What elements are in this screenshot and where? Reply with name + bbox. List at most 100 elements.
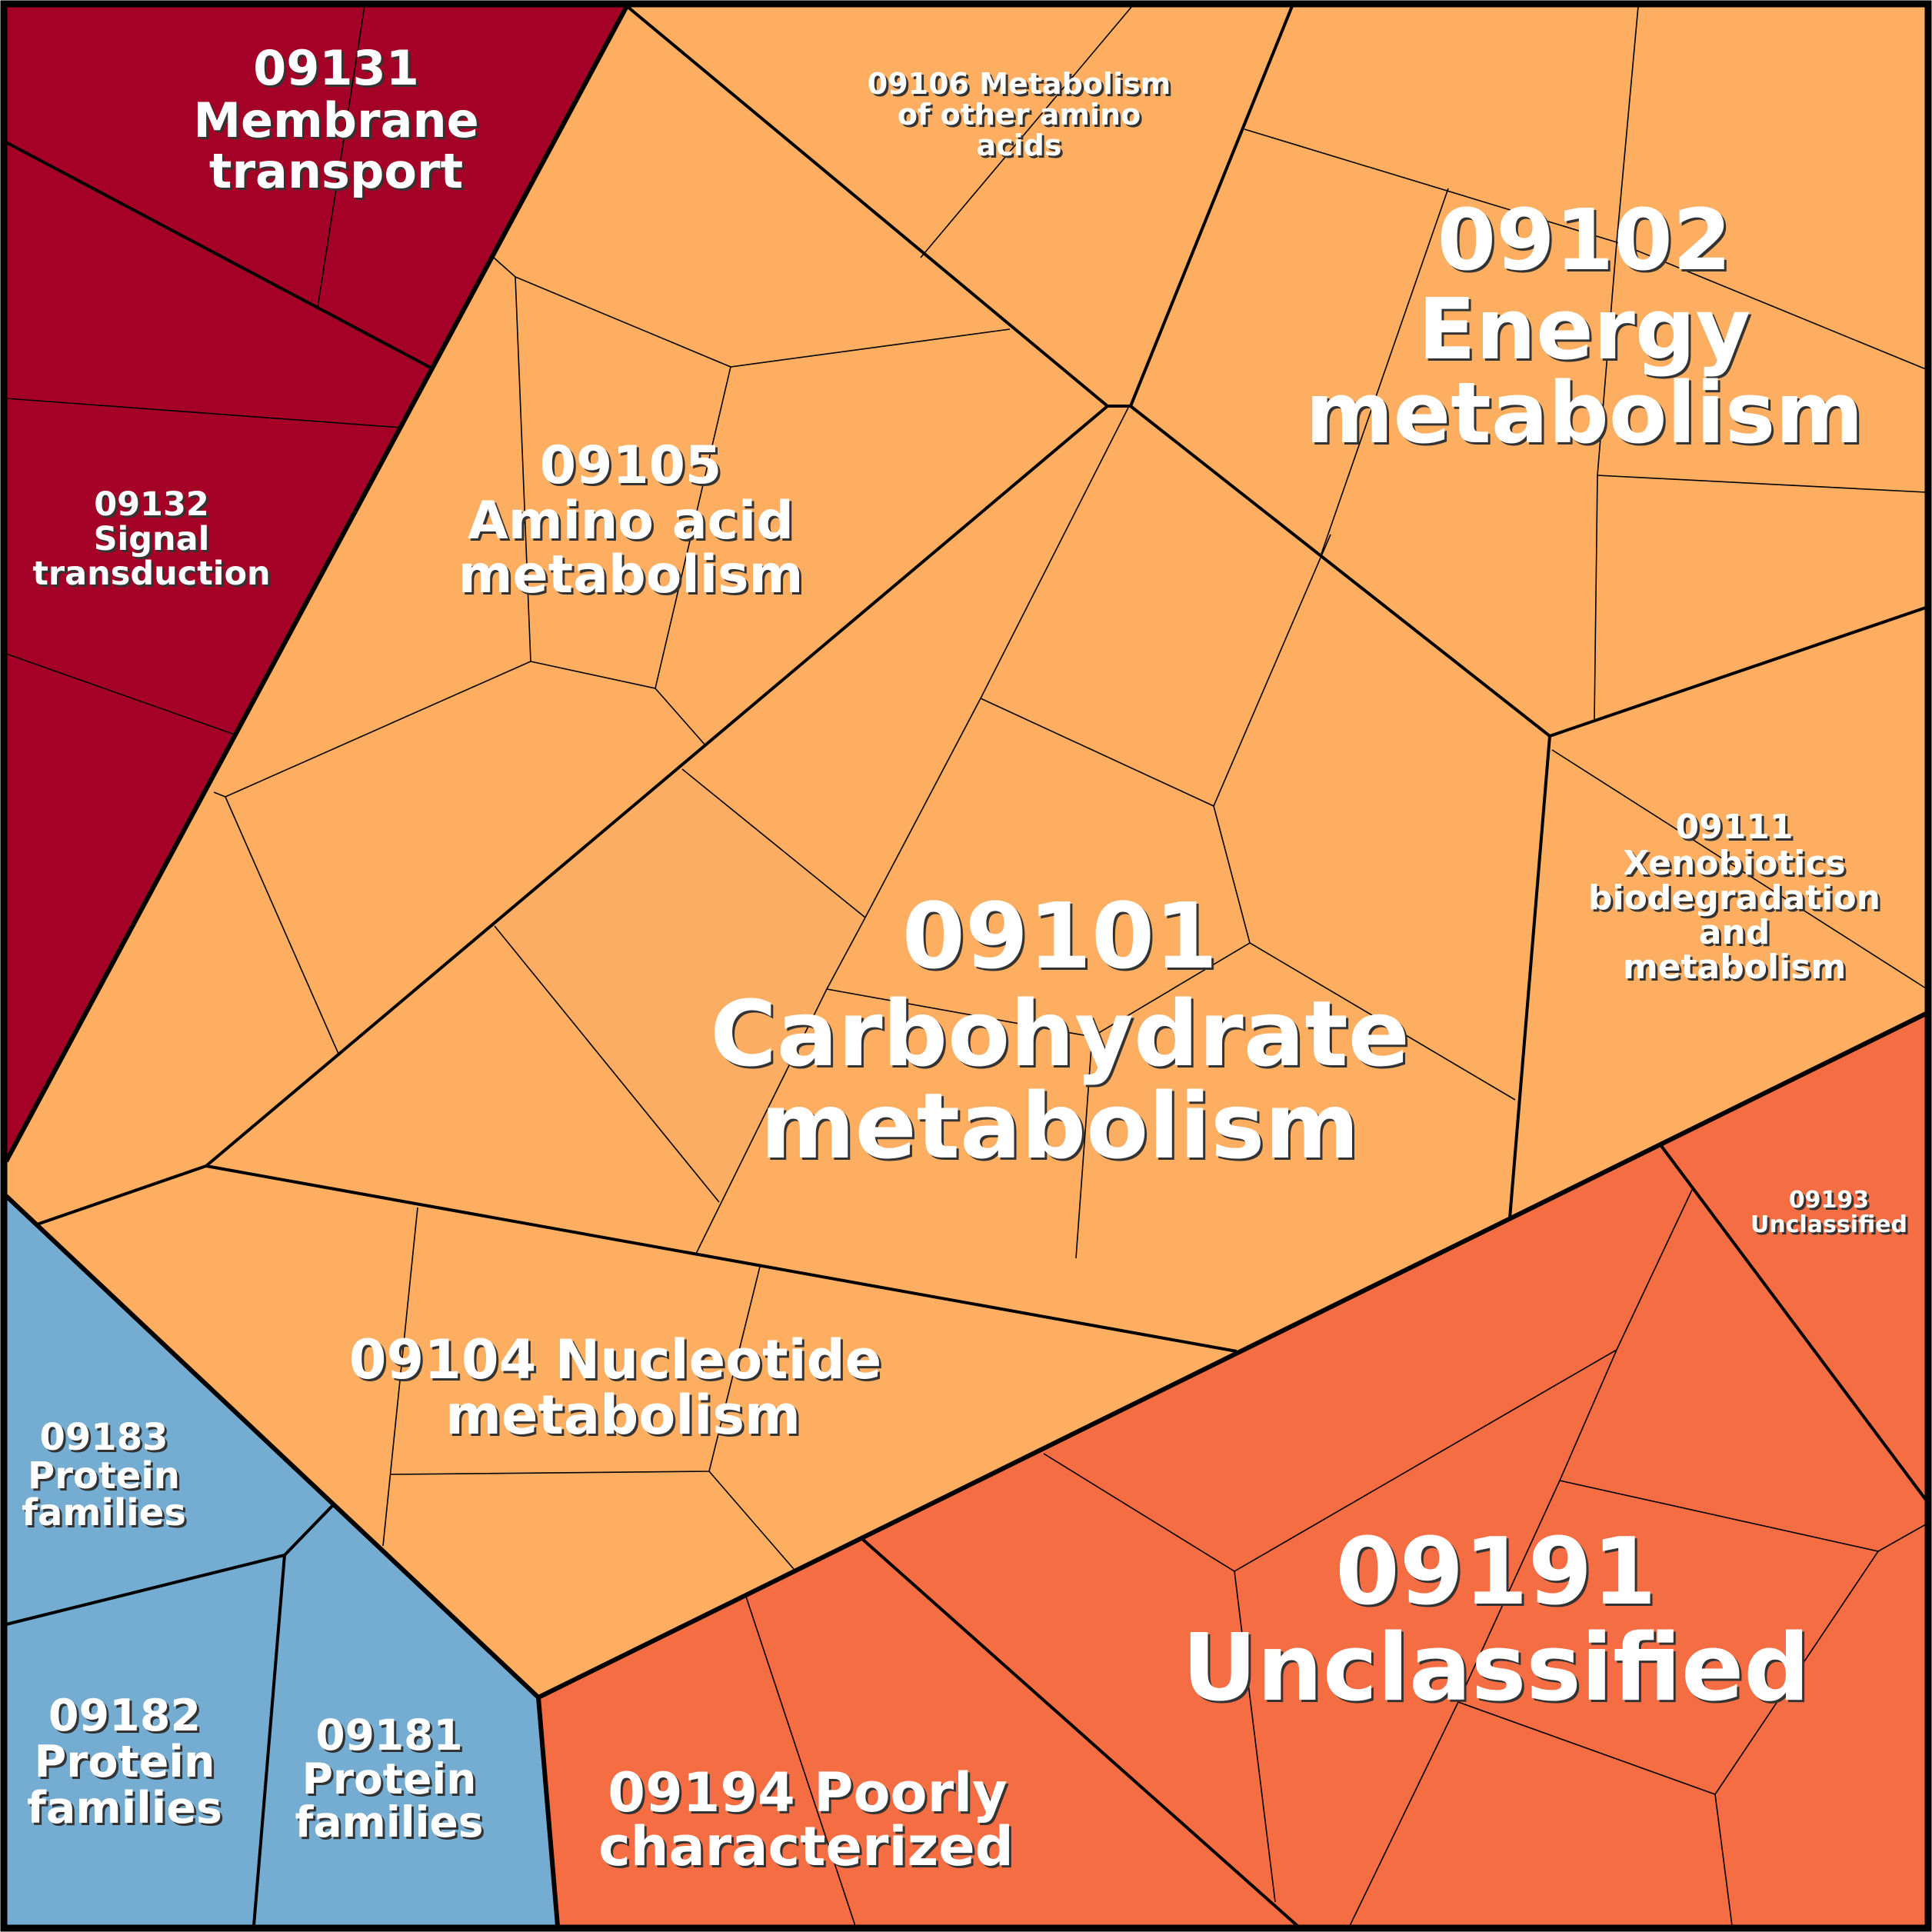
label-shadow: Protein xyxy=(30,1457,182,1500)
svg-text:metabolism: metabolism xyxy=(445,1384,801,1447)
svg-text:09132: 09132 xyxy=(94,485,209,524)
label-shadow: families xyxy=(298,1800,486,1849)
label-shadow: Protein xyxy=(36,1739,217,1790)
region-metabolism-main[interactable] xyxy=(6,6,1926,1697)
label-shadow: biodegradation xyxy=(1591,881,1883,920)
label-shadow: transduction xyxy=(35,557,272,595)
label-shadow: Unclassified xyxy=(1184,1617,1812,1724)
label-shadow: Energy xyxy=(1421,282,1754,381)
label-shadow: 09191 xyxy=(1337,1521,1658,1628)
svg-text:acids: acids xyxy=(976,128,1061,162)
svg-text:families: families xyxy=(27,1783,222,1834)
label-shadow: Signal xyxy=(96,522,212,561)
label-shadow: 09194 Poorly xyxy=(610,1764,1010,1827)
label-shadow: Xenobiotics xyxy=(1625,846,1847,885)
svg-text:09182: 09182 xyxy=(48,1690,201,1741)
label-shadow: metabolism xyxy=(1625,950,1848,989)
label-shadow: 09132 xyxy=(96,488,212,526)
label-shadow: 09181 xyxy=(318,1713,465,1762)
svg-text:09104 Nucleotide: 09104 Nucleotide xyxy=(349,1328,881,1391)
svg-text:Energy: Energy xyxy=(1418,280,1751,378)
svg-text:Signal: Signal xyxy=(94,520,210,558)
svg-text:metabolism: metabolism xyxy=(761,1073,1360,1179)
svg-text:families: families xyxy=(22,1491,186,1534)
label-shadow: metabolism xyxy=(763,1075,1362,1181)
svg-text:and: and xyxy=(1699,913,1770,952)
label-shadow: acids xyxy=(978,131,1064,165)
label-shadow: 09105 xyxy=(542,438,724,498)
label-shadow: Membrane xyxy=(195,95,481,151)
svg-text:Unclassified: Unclassified xyxy=(1182,1615,1810,1722)
label-shadow: transport xyxy=(212,145,465,202)
label-shadow: 09193 xyxy=(1791,1189,1871,1216)
label-shadow: of other amino xyxy=(900,100,1143,134)
label-shadow: and xyxy=(1701,915,1773,954)
label-shadow: 09131 xyxy=(255,42,421,98)
label-shadow: 09111 xyxy=(1677,810,1795,849)
label-shadow: Amino acid xyxy=(470,493,796,554)
region-unclassified[interactable] xyxy=(538,1014,1926,1926)
label-shadow: Unclassified xyxy=(1753,1214,1910,1241)
svg-text:09191: 09191 xyxy=(1335,1519,1656,1626)
svg-text:09193: 09193 xyxy=(1789,1187,1869,1214)
svg-text:Protein: Protein xyxy=(34,1737,215,1787)
region-protein-families[interactable] xyxy=(6,1196,558,1926)
svg-text:Carbohydrate: Carbohydrate xyxy=(710,981,1410,1087)
svg-text:09194 Poorly: 09194 Poorly xyxy=(608,1761,1008,1824)
svg-text:09101: 09101 xyxy=(902,883,1218,989)
svg-text:09102: 09102 xyxy=(1437,191,1732,289)
svg-text:transduction: transduction xyxy=(32,555,270,593)
svg-text:transport: transport xyxy=(209,143,463,199)
svg-text:09106 Metabolism: 09106 Metabolism xyxy=(868,67,1171,101)
svg-text:Protein: Protein xyxy=(302,1754,477,1804)
label-shadow: 09183 xyxy=(42,1418,171,1461)
svg-text:metabolism: metabolism xyxy=(1623,948,1846,987)
label-shadow: families xyxy=(24,1494,188,1537)
svg-text:09183: 09183 xyxy=(40,1416,168,1459)
label-shadow: families xyxy=(29,1785,225,1836)
label-shadow: 09101 xyxy=(904,885,1221,991)
label-shadow: characterized xyxy=(601,1817,1016,1880)
svg-text:09105: 09105 xyxy=(540,435,722,496)
label-shadow: Protein xyxy=(305,1757,479,1806)
svg-text:Unclassified: Unclassified xyxy=(1750,1211,1907,1238)
thin-borders xyxy=(5,5,1927,1927)
svg-text:metabolism: metabolism xyxy=(458,545,804,605)
svg-text:metabolism: metabolism xyxy=(1305,364,1864,462)
svg-text:characterized: characterized xyxy=(598,1815,1014,1878)
label-shadow: metabolism xyxy=(461,547,806,608)
svg-text:of other amino: of other amino xyxy=(898,98,1141,132)
cell-metab-shade xyxy=(495,769,865,1202)
label-shadow: 09106 Metabolism xyxy=(870,69,1173,103)
svg-text:09131: 09131 xyxy=(253,40,419,96)
label-shadow: 09104 Nucleotide xyxy=(351,1331,884,1394)
svg-text:Membrane: Membrane xyxy=(193,92,478,148)
svg-text:biodegradation: biodegradation xyxy=(1588,878,1880,918)
thick-borders xyxy=(5,5,1927,1927)
label-shadow: metabolism xyxy=(1307,366,1866,465)
svg-text:families: families xyxy=(295,1797,484,1847)
svg-text:09181: 09181 xyxy=(315,1710,462,1760)
label-shadow: Carbohydrate xyxy=(712,983,1412,1089)
label-shadow: 09102 xyxy=(1440,193,1734,291)
svg-text:Xenobiotics: Xenobiotics xyxy=(1623,844,1845,883)
label-shadow: metabolism xyxy=(448,1386,803,1449)
label-shadow: 09182 xyxy=(51,1693,203,1744)
